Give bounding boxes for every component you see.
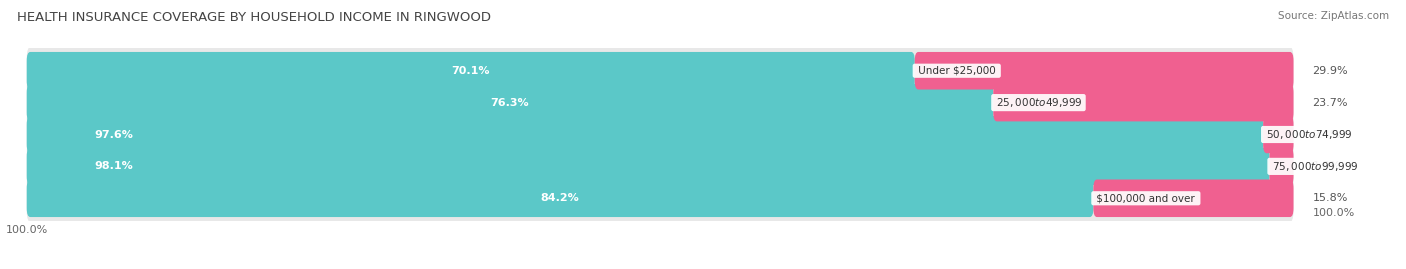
Text: $25,000 to $49,999: $25,000 to $49,999 <box>993 96 1084 109</box>
Text: 100.0%: 100.0% <box>1313 208 1355 218</box>
Text: HEALTH INSURANCE COVERAGE BY HOUSEHOLD INCOME IN RINGWOOD: HEALTH INSURANCE COVERAGE BY HOUSEHOLD I… <box>17 11 491 24</box>
FancyBboxPatch shape <box>27 52 915 90</box>
FancyBboxPatch shape <box>27 179 1094 217</box>
Text: Under $25,000: Under $25,000 <box>915 66 998 76</box>
Text: 29.9%: 29.9% <box>1313 66 1348 76</box>
FancyBboxPatch shape <box>27 174 1294 222</box>
FancyBboxPatch shape <box>993 84 1294 121</box>
Text: 15.8%: 15.8% <box>1313 193 1348 203</box>
Text: 70.1%: 70.1% <box>451 66 489 76</box>
FancyBboxPatch shape <box>27 47 1294 95</box>
Text: 84.2%: 84.2% <box>541 193 579 203</box>
FancyBboxPatch shape <box>1263 116 1294 153</box>
Text: 98.1%: 98.1% <box>94 161 134 171</box>
Text: $75,000 to $99,999: $75,000 to $99,999 <box>1270 160 1360 173</box>
FancyBboxPatch shape <box>27 78 1294 127</box>
FancyBboxPatch shape <box>27 110 1294 159</box>
Text: 1.9%: 1.9% <box>1313 161 1341 171</box>
FancyBboxPatch shape <box>1270 148 1294 185</box>
FancyBboxPatch shape <box>27 84 993 121</box>
Text: 23.7%: 23.7% <box>1313 98 1348 108</box>
Text: 97.6%: 97.6% <box>94 129 134 140</box>
Text: 2.4%: 2.4% <box>1313 129 1341 140</box>
FancyBboxPatch shape <box>27 148 1270 185</box>
Text: $50,000 to $74,999: $50,000 to $74,999 <box>1263 128 1354 141</box>
FancyBboxPatch shape <box>915 52 1294 90</box>
FancyBboxPatch shape <box>1094 179 1294 217</box>
FancyBboxPatch shape <box>27 142 1294 191</box>
Text: $100,000 and over: $100,000 and over <box>1094 193 1198 203</box>
Text: 76.3%: 76.3% <box>491 98 529 108</box>
Text: Source: ZipAtlas.com: Source: ZipAtlas.com <box>1278 11 1389 21</box>
FancyBboxPatch shape <box>27 116 1263 153</box>
